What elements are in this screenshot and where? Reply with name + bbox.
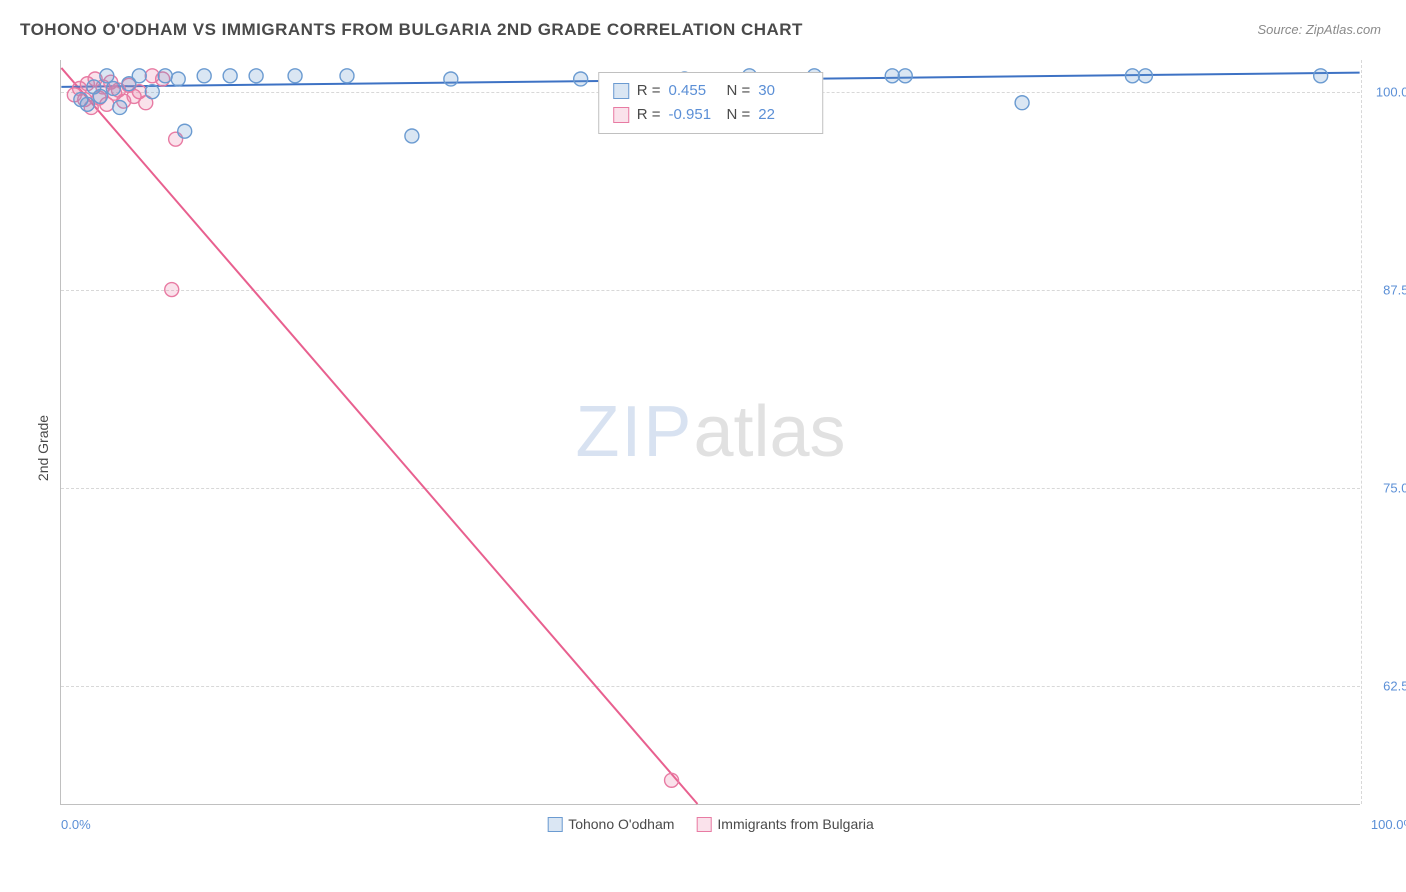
data-point (665, 773, 679, 787)
data-point (171, 72, 185, 86)
data-point (1125, 69, 1139, 83)
data-point (197, 69, 211, 83)
data-point (340, 69, 354, 83)
data-point (223, 69, 237, 83)
x-tick-0: 0.0% (61, 817, 91, 832)
x-tick-100: 100.0% (1371, 817, 1406, 832)
y-tick-label: 75.0% (1365, 480, 1406, 495)
n-label: N = (727, 79, 751, 103)
data-point (898, 69, 912, 83)
data-point (93, 89, 107, 103)
data-point (158, 69, 172, 83)
stat-n2: 22 (758, 103, 808, 127)
chart-area: 2nd Grade ZIPatlas R = 0.455 N = 30 R = (60, 60, 1360, 835)
stat-n1: 30 (758, 79, 808, 103)
chart-container: TOHONO O'ODHAM VS IMMIGRANTS FROM BULGAR… (0, 0, 1406, 892)
data-point (132, 69, 146, 83)
legend-swatch2-icon (696, 817, 711, 832)
data-point (106, 82, 120, 96)
data-point (405, 129, 419, 143)
data-point (288, 69, 302, 83)
data-point (249, 69, 263, 83)
y-axis-label: 2nd Grade (35, 414, 51, 480)
data-point (574, 72, 588, 86)
stats-box: R = 0.455 N = 30 R = -0.951 N = 22 (598, 72, 824, 134)
y-tick-label: 62.5% (1365, 679, 1406, 694)
stat-r1: 0.455 (669, 79, 719, 103)
trend-line (61, 68, 697, 804)
gridline-v (1361, 60, 1362, 804)
data-point (80, 97, 94, 111)
legend: Tohono O'odham Immigrants from Bulgaria (547, 816, 874, 832)
y-tick-label: 100.0% (1365, 84, 1406, 99)
legend-item-1: Tohono O'odham (547, 816, 674, 832)
swatch-series2-icon (613, 107, 629, 123)
stats-row-2: R = -0.951 N = 22 (613, 103, 809, 127)
data-point (444, 72, 458, 86)
swatch-series1-icon (613, 83, 629, 99)
legend-item-2: Immigrants from Bulgaria (696, 816, 873, 832)
y-tick-label: 87.5% (1365, 282, 1406, 297)
data-point (145, 85, 159, 99)
plot-svg (61, 60, 1360, 804)
data-point (113, 100, 127, 114)
legend-label-2: Immigrants from Bulgaria (717, 816, 873, 832)
source-credit: Source: ZipAtlas.com (1257, 22, 1381, 37)
data-point (1015, 96, 1029, 110)
stat-r2: -0.951 (669, 103, 719, 127)
n-label: N = (727, 103, 751, 127)
data-point (1314, 69, 1328, 83)
data-point (100, 69, 114, 83)
chart-title: TOHONO O'ODHAM VS IMMIGRANTS FROM BULGAR… (20, 20, 803, 40)
legend-swatch1-icon (547, 817, 562, 832)
data-point (885, 69, 899, 83)
stats-row-1: R = 0.455 N = 30 (613, 79, 809, 103)
data-point (178, 124, 192, 138)
r-label: R = (637, 103, 661, 127)
data-point (165, 283, 179, 297)
legend-label-1: Tohono O'odham (568, 816, 674, 832)
plot-region: ZIPatlas R = 0.455 N = 30 R = -0.951 N = (60, 60, 1360, 805)
r-label: R = (637, 79, 661, 103)
data-point (1138, 69, 1152, 83)
